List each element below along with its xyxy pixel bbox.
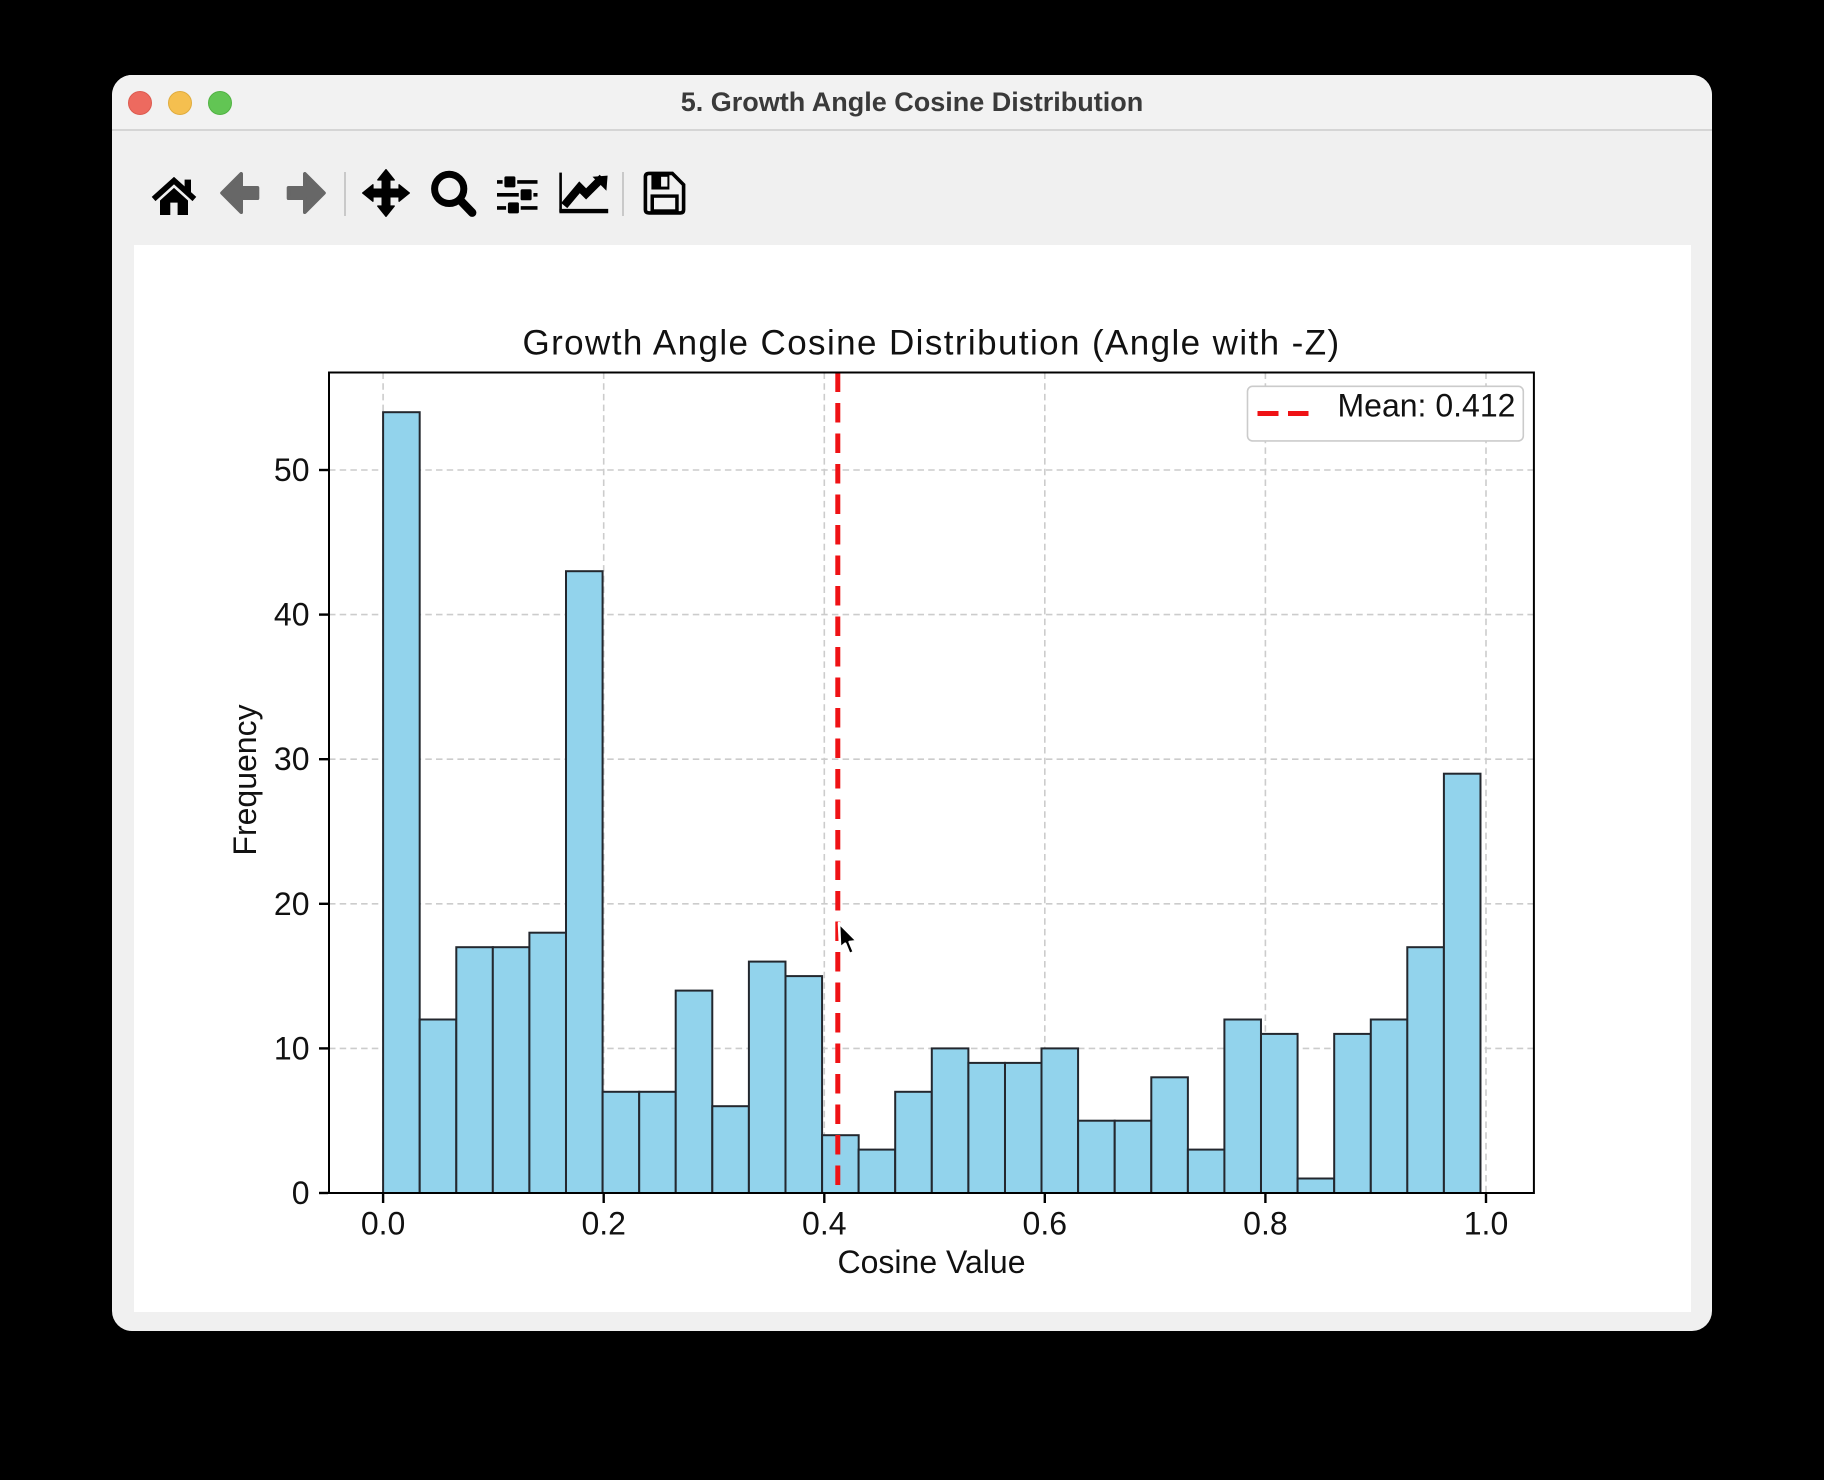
svg-text:30: 30 — [274, 741, 310, 777]
svg-text:Growth Angle Cosine Distributi: Growth Angle Cosine Distribution (Angle … — [522, 324, 1340, 363]
svg-text:Mean: 0.412: Mean: 0.412 — [1338, 388, 1516, 424]
svg-text:1.0: 1.0 — [1464, 1206, 1508, 1242]
svg-text:20: 20 — [274, 886, 310, 922]
svg-text:0.0: 0.0 — [361, 1206, 405, 1242]
svg-text:Cosine Value: Cosine Value — [838, 1244, 1026, 1280]
svg-text:0.6: 0.6 — [1023, 1206, 1067, 1242]
svg-text:50: 50 — [274, 452, 310, 488]
svg-text:Frequency: Frequency — [227, 704, 263, 855]
svg-text:0.2: 0.2 — [581, 1206, 625, 1242]
svg-text:40: 40 — [274, 597, 310, 633]
svg-text:0.8: 0.8 — [1243, 1206, 1287, 1242]
svg-text:10: 10 — [274, 1030, 310, 1066]
svg-text:0.4: 0.4 — [802, 1206, 846, 1242]
svg-text:0: 0 — [292, 1175, 310, 1211]
